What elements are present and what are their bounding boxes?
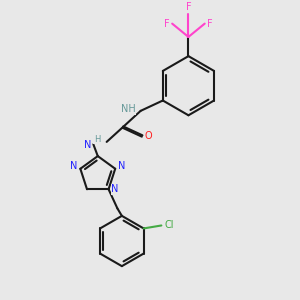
Text: F: F	[164, 19, 170, 28]
Text: F: F	[186, 2, 191, 12]
Text: O: O	[145, 131, 152, 141]
Text: N: N	[118, 161, 125, 171]
Text: F: F	[207, 19, 213, 28]
Text: NH: NH	[121, 104, 135, 114]
Text: N: N	[70, 161, 77, 171]
Text: N: N	[111, 184, 119, 194]
Text: N: N	[85, 140, 92, 150]
Text: H: H	[94, 135, 100, 144]
Text: Cl: Cl	[165, 220, 174, 230]
